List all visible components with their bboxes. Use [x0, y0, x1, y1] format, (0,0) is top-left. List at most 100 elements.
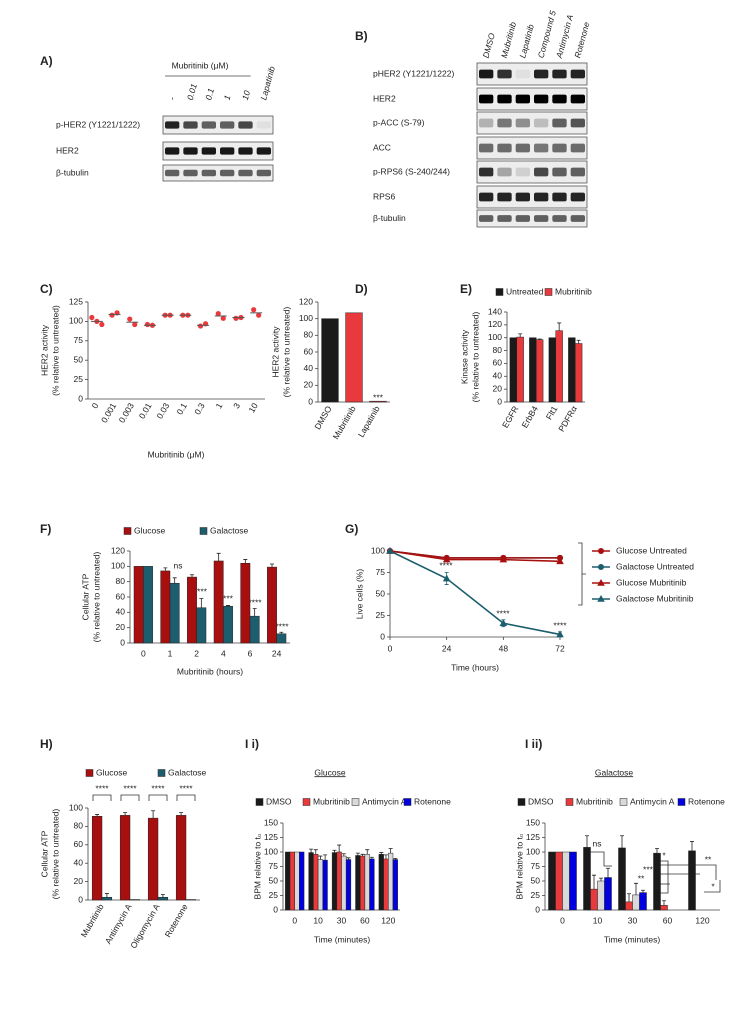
bar: [267, 566, 277, 644]
y-tick-label: 25: [269, 890, 279, 900]
y-tick-label: 50: [74, 354, 84, 364]
blot-band: [220, 147, 235, 155]
error-bar: [557, 322, 562, 331]
bar: [369, 400, 387, 403]
legend-swatch: [544, 288, 553, 296]
blot-strip: [162, 141, 274, 161]
lane-label: 10: [240, 89, 252, 101]
blot-band: [165, 169, 180, 177]
legend-label: Rotenone: [688, 796, 725, 806]
marker: [499, 619, 508, 627]
x-tick-label: 0: [388, 643, 393, 653]
blot-band: [570, 94, 585, 104]
annotation: **: [705, 854, 712, 864]
error-bar: [518, 333, 523, 338]
bar: [604, 877, 612, 911]
panel-label: I i): [245, 737, 259, 751]
lane-label: Antimycin A: [554, 13, 576, 60]
error-bar: [383, 854, 388, 859]
bar: [536, 339, 544, 403]
bar: [160, 570, 171, 644]
y-tick-label: 100: [111, 561, 125, 571]
blot-band: [570, 143, 585, 153]
y-tick-label: 140: [488, 306, 502, 316]
blot-band: [515, 118, 530, 128]
marker: [442, 555, 451, 563]
legend-label: Galactose Untreated: [616, 561, 694, 571]
error-bar: [379, 852, 384, 855]
y-axis-label: (% relative to untreated): [91, 551, 101, 642]
y-tick-label: 100: [371, 545, 385, 555]
x-tick-label: Mubritinib: [331, 404, 358, 441]
error-bar: [662, 900, 666, 906]
legend-swatch: [495, 288, 504, 296]
bar: [223, 605, 233, 644]
data-point: [233, 315, 239, 321]
y-tick-label: 50: [269, 875, 279, 885]
x-tick-label: EGFR: [500, 404, 520, 429]
blot-band: [534, 192, 549, 202]
legend-label: DMSO: [528, 796, 554, 806]
y-tick-label: 0: [120, 637, 125, 647]
error-bar: [634, 882, 638, 895]
marker: [386, 547, 394, 554]
x-tick-label: 48: [499, 643, 509, 653]
marker: [597, 579, 605, 586]
bar: [101, 896, 113, 901]
y-tick-label: 50: [376, 588, 386, 598]
y-tick-label: 0: [380, 631, 385, 641]
data-point: [109, 312, 115, 318]
data-point: [215, 311, 221, 317]
blot-band: [515, 94, 530, 104]
blot-band: [515, 192, 530, 202]
blot-band: [165, 121, 180, 129]
y-tick-label: 80: [116, 576, 126, 586]
bracket: [578, 542, 586, 606]
y-axis-label: (% relative to untreated): [50, 808, 60, 899]
blot-band: [497, 118, 512, 128]
blot-band: [534, 167, 549, 177]
error-bar: [627, 893, 631, 902]
y-tick-label: 0: [78, 393, 83, 403]
blot-band: [552, 69, 567, 79]
legend-swatch: [85, 769, 94, 777]
y-tick-label: 120: [111, 545, 125, 555]
row-label: HER2: [373, 93, 396, 103]
x-tick-label: 60: [663, 915, 673, 925]
x-tick-label: 1: [168, 648, 173, 658]
legend-label: Glucose Untreated: [616, 545, 687, 555]
y-tick-label: 100: [488, 332, 502, 342]
y-tick-label: 0: [535, 904, 540, 914]
blot-band: [552, 143, 567, 153]
bar: [625, 901, 633, 911]
bar: [294, 851, 300, 911]
error-bar: [355, 852, 360, 856]
treatment-label: Mubritinib (μM): [172, 60, 229, 70]
y-tick-label: 75: [74, 335, 84, 345]
x-axis-label: Time (minutes): [604, 934, 661, 944]
row-label: p-HER2 (Y1221/1222): [56, 119, 140, 129]
x-tick-label: 1: [213, 401, 224, 410]
marker: [499, 555, 508, 563]
data-point: [89, 314, 95, 321]
bar: [359, 855, 366, 911]
annotation: ****: [275, 621, 289, 631]
y-tick-label: 150: [526, 817, 540, 827]
bar: [213, 560, 224, 644]
blot-band: [256, 121, 271, 129]
x-tick-label: 3: [231, 401, 242, 410]
y-tick-label: 20: [74, 876, 84, 886]
bracket: [704, 880, 721, 893]
row-label: p-ACC (S-79): [373, 117, 425, 127]
blot-band: [201, 169, 216, 177]
y-tick-label: 60: [493, 358, 503, 368]
blot-strip: [476, 111, 588, 135]
error-bar: [592, 874, 596, 890]
x-tick-label: DMSO: [312, 404, 334, 431]
y-tick-label: 60: [304, 346, 314, 356]
blot-band: [479, 215, 494, 222]
y-tick-label: 40: [304, 363, 314, 373]
x-tick-label: ErbB4: [519, 404, 540, 430]
x-tick-label: 4: [221, 648, 226, 658]
